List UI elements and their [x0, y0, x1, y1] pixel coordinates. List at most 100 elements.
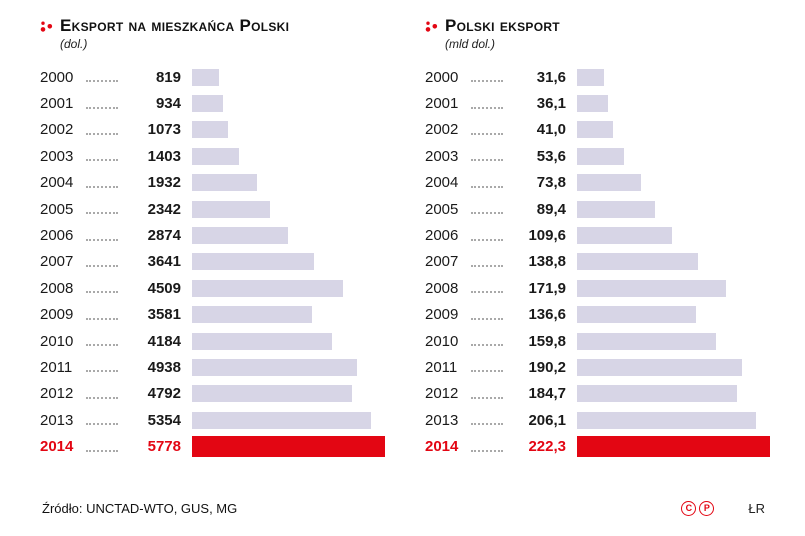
value-label: 1932: [147, 174, 181, 192]
value-label: 4509: [147, 279, 181, 297]
source-text: Źródło: UNCTAD-WTO, GUS, MG: [42, 501, 238, 516]
chart-header: Polski eksport (mld dol.): [425, 16, 770, 54]
chart-row-2013: 2013 5354: [40, 407, 385, 433]
year-label: 2009: [425, 306, 459, 324]
chart-title-line: Eksport na mieszkańca Polski: [40, 16, 385, 36]
chart-row-2005: 2005 89,4: [425, 196, 770, 222]
bar-track: [577, 411, 770, 429]
red-dots-marker-icon: [425, 20, 438, 33]
year-label: 2007: [40, 253, 74, 271]
bar-track: [192, 332, 385, 350]
chart-row-2008: 2008 4509: [40, 275, 385, 301]
bar-track: [192, 385, 385, 403]
bar-rows: 2000 819 2001 934 2002 1073 2003 1403 2004 1932 20…: [40, 64, 385, 460]
dotted-leader: [86, 344, 118, 347]
year-label: 2004: [40, 174, 74, 192]
dotted-leader: [86, 423, 118, 426]
year-label: 2013: [40, 411, 74, 429]
dotted-leader: [471, 238, 503, 241]
dotted-leader: [471, 264, 503, 267]
dotted-leader: [86, 396, 118, 399]
chart-row-2005: 2005 2342: [40, 196, 385, 222]
dotted-leader: [86, 132, 118, 135]
value-label: 5778: [147, 438, 181, 456]
year-label: 2009: [40, 306, 74, 324]
value-label: 31,6: [536, 68, 566, 86]
chart-row-2006: 2006 2874: [40, 222, 385, 248]
value-label: 41,0: [536, 121, 566, 139]
value-label: 1073: [147, 121, 181, 139]
year-label: 2014: [40, 438, 74, 456]
bar: [577, 227, 673, 245]
chart-row-2009: 2009 136,6: [425, 302, 770, 328]
footer: Źródło: UNCTAD-WTO, GUS, MG C P ŁR: [0, 501, 805, 516]
bar-track: [192, 436, 385, 458]
bar-track: [192, 253, 385, 271]
chart-unit-label: (dol.): [60, 37, 88, 51]
year-label: 2006: [425, 227, 459, 245]
bar: [577, 332, 716, 350]
bar-track: [577, 306, 770, 324]
year-label: 2008: [425, 279, 459, 297]
bar: [192, 174, 257, 192]
chart-row-2012: 2012 4792: [40, 381, 385, 407]
bar: [577, 68, 605, 86]
bar-track: [577, 147, 770, 165]
bar-track: [192, 174, 385, 192]
bar: [577, 253, 698, 271]
red-dots-marker-icon: [40, 20, 53, 33]
dotted-leader: [471, 132, 503, 135]
year-label: 2000: [40, 68, 74, 86]
bar-track: [192, 227, 385, 245]
year-label: 2000: [425, 68, 459, 86]
bar-track: [192, 411, 385, 429]
value-label: 2342: [147, 200, 181, 218]
bar-track: [192, 68, 385, 86]
chart-row-2002: 2002 1073: [40, 117, 385, 143]
chart-row-2012: 2012 184,7: [425, 381, 770, 407]
bar-rows: 2000 31,6 2001 36,1 2002 41,0 2003 53,6 2004 73,8…: [425, 64, 770, 460]
chart-row-2011: 2011 190,2: [425, 354, 770, 380]
value-label: 171,9: [528, 279, 566, 297]
year-label: 2010: [40, 332, 74, 350]
bar: [192, 306, 312, 324]
year-label: 2010: [425, 332, 459, 350]
bar-track: [577, 436, 770, 458]
bar: [192, 332, 332, 350]
bar: [192, 227, 288, 245]
value-label: 136,6: [528, 306, 566, 324]
year-label: 2005: [40, 200, 74, 218]
bar: [577, 306, 696, 324]
bar: [192, 411, 371, 429]
bar-track: [577, 332, 770, 350]
dotted-leader: [471, 291, 503, 294]
year-label: 2007: [425, 253, 459, 271]
bar: [577, 121, 613, 139]
charts-container: Eksport na mieszkańca Polski (dol.) 2000…: [40, 16, 770, 460]
dotted-leader: [471, 396, 503, 399]
bar: [577, 436, 770, 458]
year-label: 2001: [425, 95, 459, 113]
chart-unit-label: (mld dol.): [445, 37, 496, 51]
year-label: 2003: [425, 147, 459, 165]
dotted-leader: [471, 185, 503, 188]
bar: [192, 200, 271, 218]
bar-track: [577, 253, 770, 271]
bar-track: [577, 68, 770, 86]
dotted-leader: [471, 370, 503, 373]
bar: [577, 411, 756, 429]
copyright-badges: C P: [681, 501, 715, 516]
chart-row-2013: 2013 206,1: [425, 407, 770, 433]
dotted-leader: [471, 159, 503, 162]
chart-row-2009: 2009 3581: [40, 302, 385, 328]
dotted-leader: [471, 212, 503, 215]
bar: [577, 358, 743, 376]
bar-track: [577, 279, 770, 297]
bar: [192, 279, 343, 297]
chart-row-2004: 2004 1932: [40, 170, 385, 196]
bar: [192, 385, 353, 403]
dotted-leader: [471, 106, 503, 109]
bar-track: [192, 121, 385, 139]
value-label: 3581: [147, 306, 181, 324]
